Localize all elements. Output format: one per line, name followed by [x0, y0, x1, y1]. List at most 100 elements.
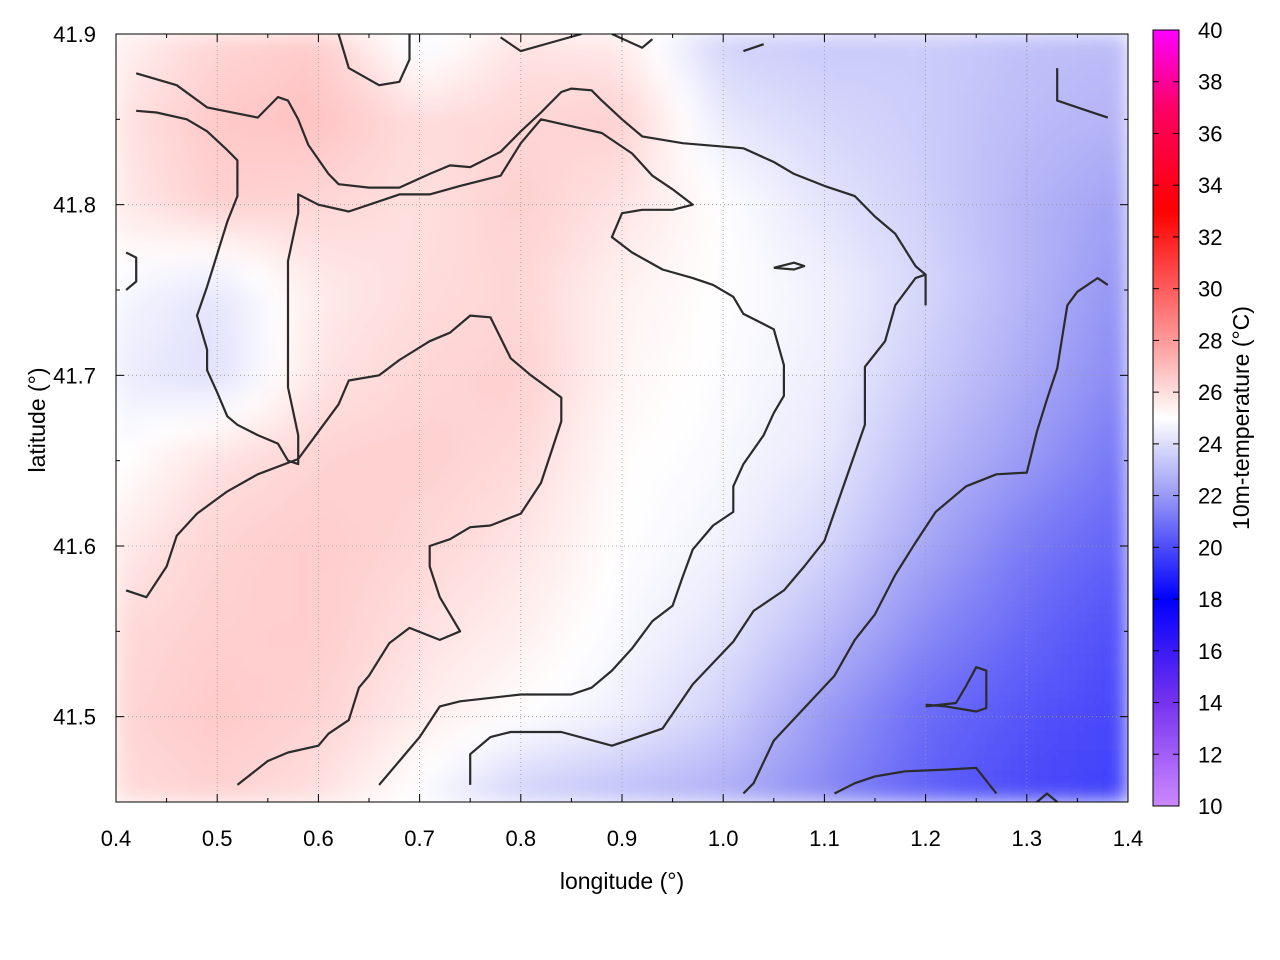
heatmap-cell — [925, 187, 952, 214]
heatmap-cell — [646, 519, 674, 547]
heatmap-cell — [545, 212, 572, 240]
heatmap-cell — [520, 443, 547, 470]
y-tick-label: 41.7 — [53, 363, 96, 388]
heatmap-cell — [925, 212, 952, 240]
heatmap-cell — [899, 34, 927, 61]
heatmap-cell — [646, 34, 674, 61]
heatmap-cell — [545, 468, 572, 496]
x-tick-label: 1.1 — [809, 826, 840, 851]
heatmap-cell — [469, 110, 496, 137]
heatmap-cell — [267, 545, 294, 573]
heatmap-cell — [925, 750, 952, 777]
heatmap-cell — [140, 545, 168, 573]
heatmap-cell — [191, 238, 218, 265]
heatmap-cell — [975, 417, 1002, 445]
heatmap-cell — [545, 340, 572, 368]
heatmap-cell — [116, 366, 142, 393]
heatmap-cell — [191, 443, 218, 470]
heatmap-cell — [646, 289, 674, 317]
heatmap-cell — [393, 417, 421, 445]
heatmap-cell — [1026, 59, 1053, 86]
heatmap-cell — [621, 340, 648, 368]
heatmap-cell — [1026, 263, 1053, 291]
heatmap-cell — [899, 775, 927, 802]
heatmap-cell — [267, 724, 294, 752]
heatmap-cell — [722, 391, 749, 419]
heatmap-cell — [469, 391, 496, 419]
colorbar-tick-label: 38 — [1198, 70, 1222, 95]
heatmap-cell — [368, 750, 395, 777]
heatmap-cell — [1076, 519, 1104, 547]
heatmap-cell — [545, 647, 572, 675]
heatmap-cell — [798, 212, 825, 240]
heatmap-cell — [267, 161, 294, 189]
heatmap-cell — [874, 59, 901, 86]
heatmap-cell — [191, 750, 218, 777]
heatmap-cell — [1026, 571, 1053, 598]
heatmap-cell — [242, 519, 269, 547]
heatmap-cell — [419, 289, 446, 317]
heatmap-cell — [1076, 750, 1104, 777]
heatmap-cell — [697, 161, 724, 189]
heatmap-cell — [1051, 596, 1078, 624]
heatmap-cell — [267, 622, 294, 649]
heatmap-cell — [166, 340, 193, 368]
heatmap-cell — [823, 110, 851, 137]
heatmap-cell — [672, 289, 699, 317]
x-tick-label: 1.2 — [910, 826, 941, 851]
contour-line — [773, 261, 806, 271]
heatmap-cell — [1102, 161, 1128, 189]
heatmap-cell — [1001, 110, 1028, 137]
heatmap-cell — [520, 161, 547, 189]
heatmap-cell — [925, 289, 952, 317]
heatmap-cell — [166, 34, 193, 61]
heatmap-cell — [545, 699, 572, 726]
heatmap-cell — [1076, 34, 1104, 61]
heatmap-cell — [925, 34, 952, 61]
heatmap-cell — [798, 315, 825, 342]
heatmap-cell — [722, 724, 749, 752]
heatmap-cell — [393, 135, 421, 163]
heatmap-cell — [798, 519, 825, 547]
heatmap-cell — [748, 34, 775, 61]
heatmap-cell — [469, 263, 496, 291]
heatmap-cell — [520, 238, 547, 265]
heatmap-cell — [545, 315, 572, 342]
heatmap-cell — [191, 571, 218, 598]
heatmap-cell — [545, 161, 572, 189]
heatmap-cell — [697, 212, 724, 240]
heatmap-cell — [393, 391, 421, 419]
heatmap-cell — [925, 135, 952, 163]
heatmap-cell — [495, 289, 522, 317]
heatmap-cell — [116, 596, 142, 624]
heatmap-cell — [570, 161, 598, 189]
heatmap-cell — [1076, 366, 1104, 393]
heatmap-cell — [216, 468, 243, 496]
heatmap-cell — [140, 417, 168, 445]
heatmap-cell — [444, 443, 471, 470]
heatmap-cell — [242, 622, 269, 649]
heatmap-cell — [823, 238, 851, 265]
heatmap-cell — [1102, 775, 1128, 802]
heatmap-cell — [216, 775, 243, 802]
heatmap-cell — [975, 519, 1002, 547]
heatmap-cell — [646, 699, 674, 726]
heatmap-cell — [899, 647, 927, 675]
heatmap-cell — [1076, 699, 1104, 726]
heatmap-cell — [899, 263, 927, 291]
heatmap-cell — [748, 571, 775, 598]
heatmap-cell — [419, 34, 446, 61]
heatmap-cell — [1102, 647, 1128, 675]
heatmap-cell — [748, 187, 775, 214]
heatmap-cell — [1051, 391, 1078, 419]
heatmap-cell — [823, 263, 851, 291]
heatmap-cell — [748, 238, 775, 265]
heatmap-cell — [317, 519, 345, 547]
heatmap-cell — [1102, 289, 1128, 317]
colorbar-tick-label: 30 — [1198, 277, 1222, 302]
heatmap-cell — [849, 673, 876, 701]
heatmap-cell — [469, 775, 496, 802]
heatmap-cell — [823, 417, 851, 445]
heatmap-cell — [748, 366, 775, 393]
heatmap-cell — [1026, 750, 1053, 777]
